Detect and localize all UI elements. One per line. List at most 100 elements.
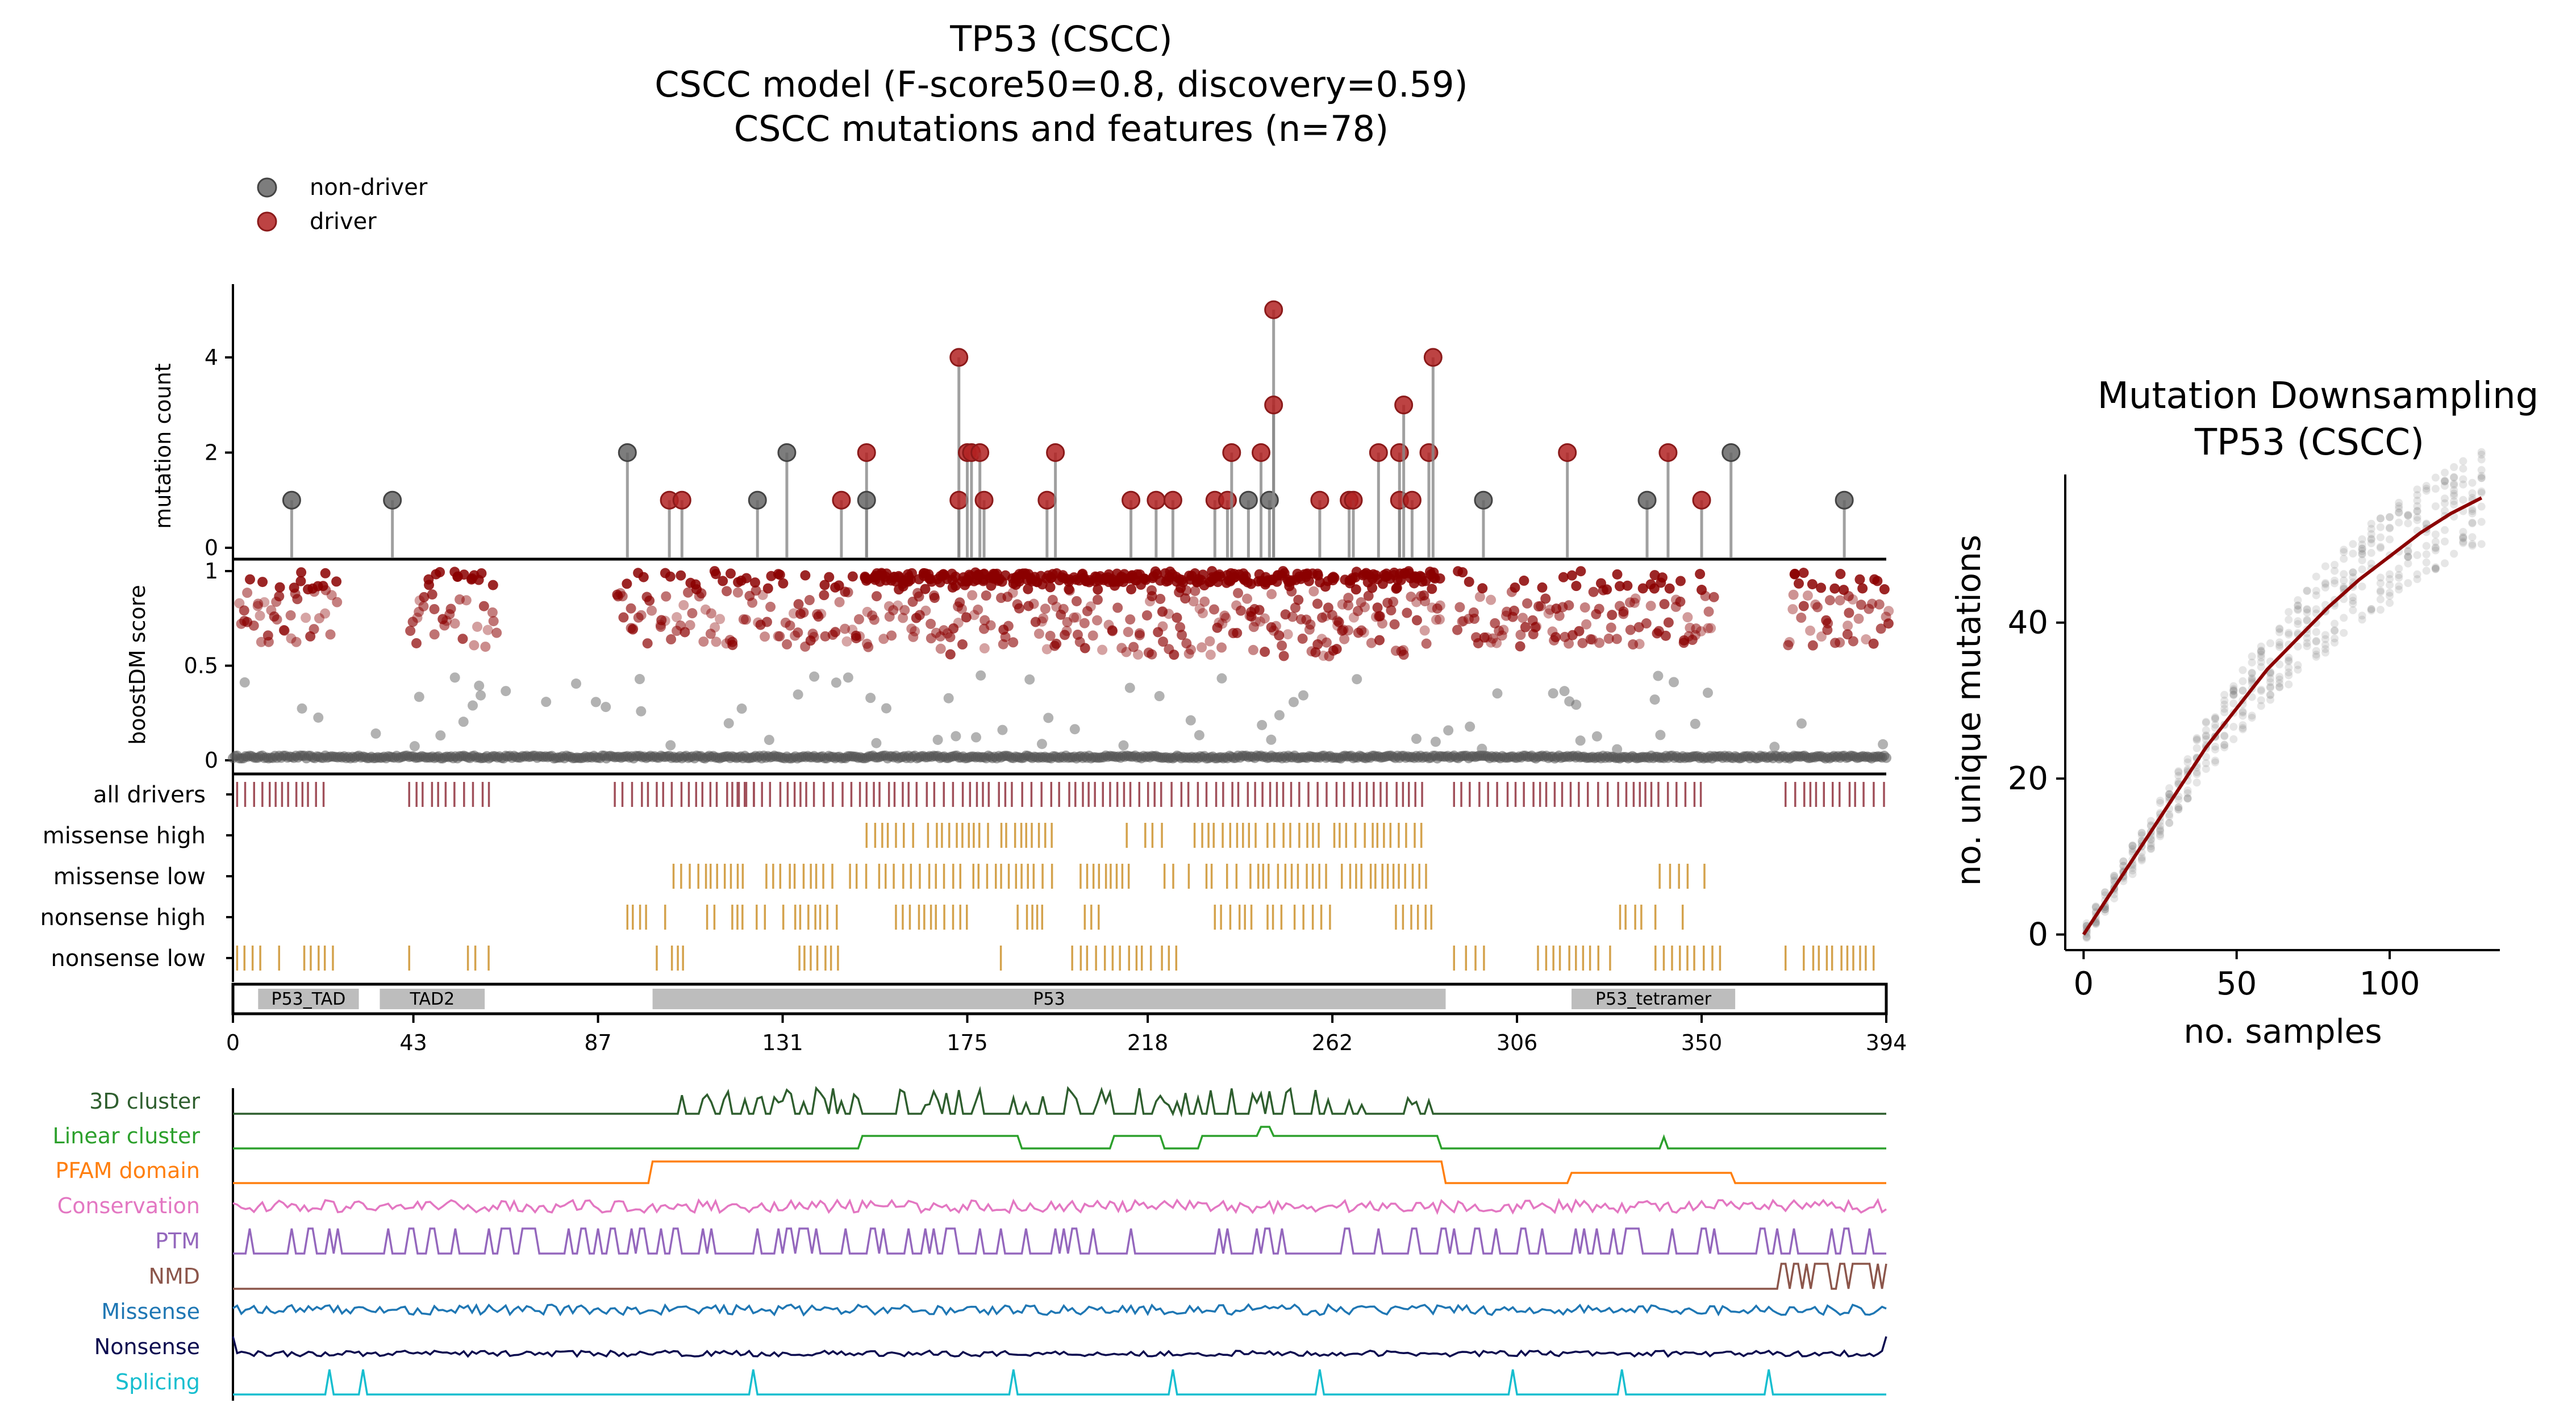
downsampling-sample-point	[2229, 690, 2238, 698]
boostdm-point	[1069, 724, 1080, 735]
boostdm-point	[429, 603, 440, 614]
legend: non-driver driver	[257, 174, 428, 235]
boostdm-point	[1043, 713, 1054, 723]
downsampling-sample-point	[2220, 731, 2229, 740]
boostdm-point	[1147, 591, 1157, 602]
downsampling-sample-point	[2477, 472, 2486, 480]
boostdm-point	[1794, 578, 1804, 589]
downsampling-sample-point	[2321, 579, 2329, 588]
lollipop-ytick-label: 2	[205, 440, 218, 465]
downsampling-sample-point	[2358, 582, 2366, 591]
boostdm-point	[1030, 617, 1041, 627]
boostdm-point	[256, 636, 266, 647]
downsampling-sample-point	[2202, 726, 2210, 735]
boostdm-point	[1085, 601, 1096, 612]
domain-box	[258, 989, 359, 1009]
domain-box	[380, 989, 485, 1009]
boostdm-point	[867, 610, 878, 621]
downsampling-sample-point	[2174, 767, 2183, 776]
downsampling-sample-point	[2340, 546, 2348, 554]
downsampling-sample-point	[2431, 485, 2440, 493]
boostdm-point	[1533, 601, 1544, 612]
boostdm-point	[1411, 615, 1422, 626]
downsampling-sample-point	[2358, 544, 2366, 553]
boostdm-point	[1769, 742, 1780, 752]
feature-line	[233, 1227, 1886, 1255]
boostdm-point	[793, 627, 803, 638]
boostdm-point	[1798, 568, 1809, 578]
downsampling-sample-point	[2248, 675, 2256, 684]
boostdm-point	[1602, 584, 1612, 595]
downsampling-sample-point	[2303, 617, 2311, 625]
domain-label: P53_TAD	[271, 989, 345, 1009]
boostdm-point	[760, 631, 770, 642]
downsampling-sample-point	[2441, 468, 2449, 477]
boostdm-point	[698, 636, 709, 647]
downsampling-sample-point	[2202, 731, 2210, 740]
downsampling-sample-point	[2183, 794, 2192, 803]
boostdm-point	[1406, 592, 1416, 602]
boostdm-point	[439, 620, 450, 631]
downsampling-sample-point	[2477, 474, 2486, 482]
downsampling-sample-point	[2312, 638, 2320, 646]
boostdm-point	[1112, 602, 1123, 613]
boostdm-point	[301, 613, 311, 623]
boostdm-point	[1169, 650, 1179, 660]
downsampling-sample-point	[2413, 507, 2421, 515]
boostdm-point	[1366, 638, 1377, 648]
downsampling-sample-point	[2404, 510, 2412, 519]
downsampling-sample-point	[2266, 674, 2274, 682]
boostdm-point	[997, 725, 1008, 735]
boostdm-point	[1625, 625, 1636, 635]
downsampling-sample-point	[2165, 819, 2174, 827]
downsampling-sample-point	[2275, 679, 2284, 688]
boostdm-point	[991, 568, 1002, 579]
non-driver-mutation-point	[282, 490, 301, 510]
driver-mutation-point	[1122, 490, 1141, 510]
feature-label: Linear cluster	[53, 1123, 201, 1148]
non-driver-mutation-point	[1637, 490, 1657, 510]
downsampling-sample-point	[2220, 708, 2229, 717]
downsampling-sample-point	[2321, 635, 2329, 643]
downsampling-sample-point	[2239, 686, 2247, 695]
downsampling-sample-point	[2450, 492, 2458, 500]
boostdm-point	[1157, 606, 1168, 617]
boostdm-point	[291, 636, 302, 647]
downsampling-sample-point	[2128, 870, 2137, 879]
downsampling-sample-point	[2156, 830, 2165, 839]
boostdm-point	[234, 598, 245, 609]
boostdm-point	[1343, 625, 1354, 636]
track-label: missense high	[43, 823, 206, 849]
boostdm-point	[881, 703, 891, 714]
downsampling-sample-point	[2358, 556, 2366, 565]
boostdm-point	[1612, 569, 1623, 580]
boostdm-point	[841, 636, 852, 647]
downsampling-sample-point	[2312, 586, 2320, 595]
boostdm-point	[957, 639, 968, 650]
boostdm-point	[741, 573, 752, 584]
downsampling-sample-point	[2146, 845, 2155, 854]
downsampling-sample-point	[2275, 624, 2284, 632]
downsampling-sample-point	[2202, 732, 2210, 740]
downsampling-sample-point	[2340, 614, 2348, 622]
driver-mutation-point	[1147, 490, 1166, 510]
downsampling-sample-point	[2303, 587, 2311, 596]
domain-xtick-label: 0	[226, 1030, 240, 1055]
boostdm-point	[1630, 593, 1641, 604]
boostdm-point	[1591, 731, 1602, 742]
boostdm-point	[1509, 605, 1520, 616]
downsampling-sample-point	[2183, 758, 2192, 767]
downsampling-sample-point	[2376, 606, 2385, 614]
boostdm-point	[1564, 638, 1574, 649]
downsampling-sample-point	[2358, 540, 2366, 549]
driver-mutation-point	[832, 490, 851, 510]
downsampling-sample-point	[2441, 559, 2449, 568]
boostdm-point	[1002, 592, 1013, 602]
downsampling-sample-point	[2367, 524, 2375, 533]
boostdm-point	[1041, 644, 1052, 655]
downsampling-sample-point	[2431, 502, 2440, 511]
driver-mutation-point	[1558, 443, 1577, 462]
feature-label: Splicing	[115, 1369, 200, 1394]
downsampling-sample-point	[2202, 752, 2210, 761]
downsampling-sample-point	[2128, 842, 2137, 850]
